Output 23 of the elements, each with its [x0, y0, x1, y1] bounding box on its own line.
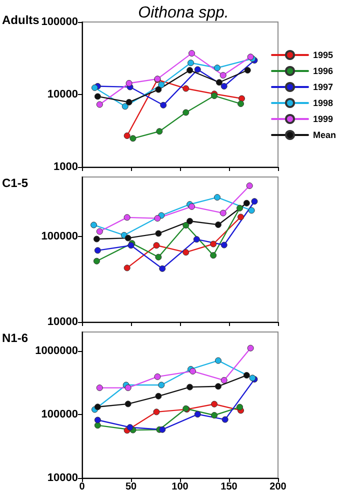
y-axis-title: N1-6 — [2, 331, 28, 345]
chart-title: Oithona spp. — [138, 4, 229, 22]
x-tick-label: 0 — [79, 482, 86, 492]
y-tick-label: 100000 — [41, 408, 78, 421]
y-axis-title: C1-5 — [2, 176, 28, 190]
y-tick-label: 100000 — [41, 16, 78, 28]
y-axis-title: Adults — [2, 13, 40, 27]
legend-label: Mean — [312, 130, 336, 140]
x-tick-label: 50 — [125, 482, 137, 492]
x-tick-label: 100 — [172, 482, 189, 492]
y-tick-label: 1000 — [54, 161, 78, 173]
x-tick-label: 200 — [270, 482, 287, 492]
y-tick-label: 1000000 — [35, 345, 78, 358]
y-tick-label: 10000 — [47, 472, 78, 484]
legend-label: 1995 — [312, 50, 334, 60]
y-tick-label: 100000 — [41, 230, 78, 243]
x-tick-label: 150 — [220, 482, 238, 492]
y-tick-label: 10000 — [47, 88, 78, 100]
legend-label: 1998 — [312, 98, 334, 108]
legend-label: 1996 — [312, 66, 334, 76]
legend-label: 1999 — [312, 114, 334, 124]
legend-label: 1997 — [312, 82, 334, 92]
y-tick-label: 10000 — [47, 316, 78, 328]
